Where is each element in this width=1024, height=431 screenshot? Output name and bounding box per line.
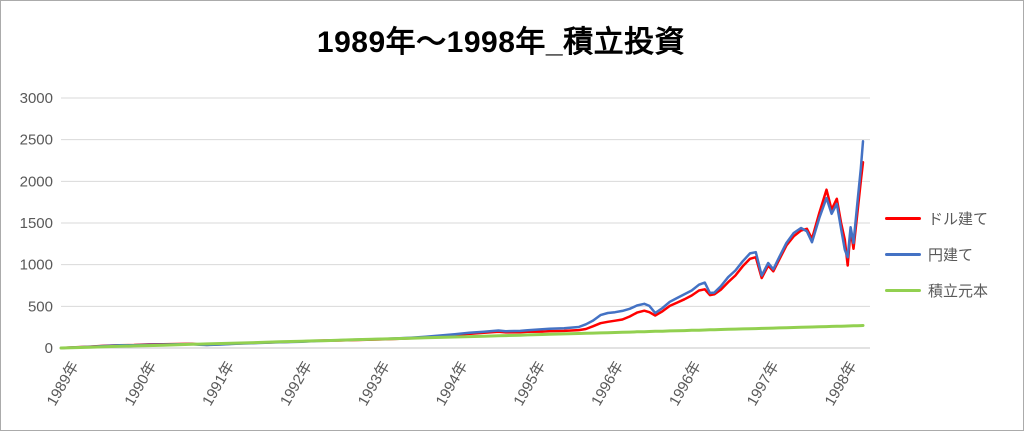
x-tick-label: 1995年 [510,359,549,409]
y-tick-label: 0 [45,340,53,357]
x-tick-label: 1989年 [44,359,83,409]
legend-item-dollar: ドル建て [885,207,988,229]
legend-item-yen: 円建て [885,243,988,265]
chart-title: 1989年〜1998年_積立投資 [316,26,686,59]
legend-label-principal: 積立元本 [928,282,989,300]
legend: ドル建て 円建て 積立元本 [885,207,988,301]
y-tick-label: 1500 [20,215,53,232]
x-tick-label: 1996年 [588,359,627,409]
legend-line-icon-yen [885,252,921,256]
x-tick-label: 1998年 [822,359,861,409]
x-tick-label: 1992年 [277,359,316,409]
legend-line-icon-principal [885,288,921,292]
series-line-yen [59,140,865,350]
series-line-dollar [59,160,865,350]
legend-label-dollar: ドル建て [928,210,989,228]
y-tick-label: 2000 [20,173,53,190]
x-tick-label: 1994年 [433,359,472,409]
y-tick-label: 2500 [20,132,53,149]
legend-label-yen: 円建て [928,246,974,264]
x-tick-label: 1996年 [666,359,705,409]
legend-item-principal: 積立元本 [885,279,988,301]
y-tick-label: 1000 [20,257,53,274]
y-tick-label: 500 [28,298,53,315]
series-line-principal [59,324,865,350]
x-tick-label: 1993年 [355,359,394,409]
legend-line-icon-dollar [885,216,921,220]
y-tick-label: 3000 [20,90,53,107]
x-tick-label: 1990年 [121,359,160,409]
x-tick-label: 1997年 [744,359,783,409]
x-tick-label: 1991年 [199,359,238,409]
